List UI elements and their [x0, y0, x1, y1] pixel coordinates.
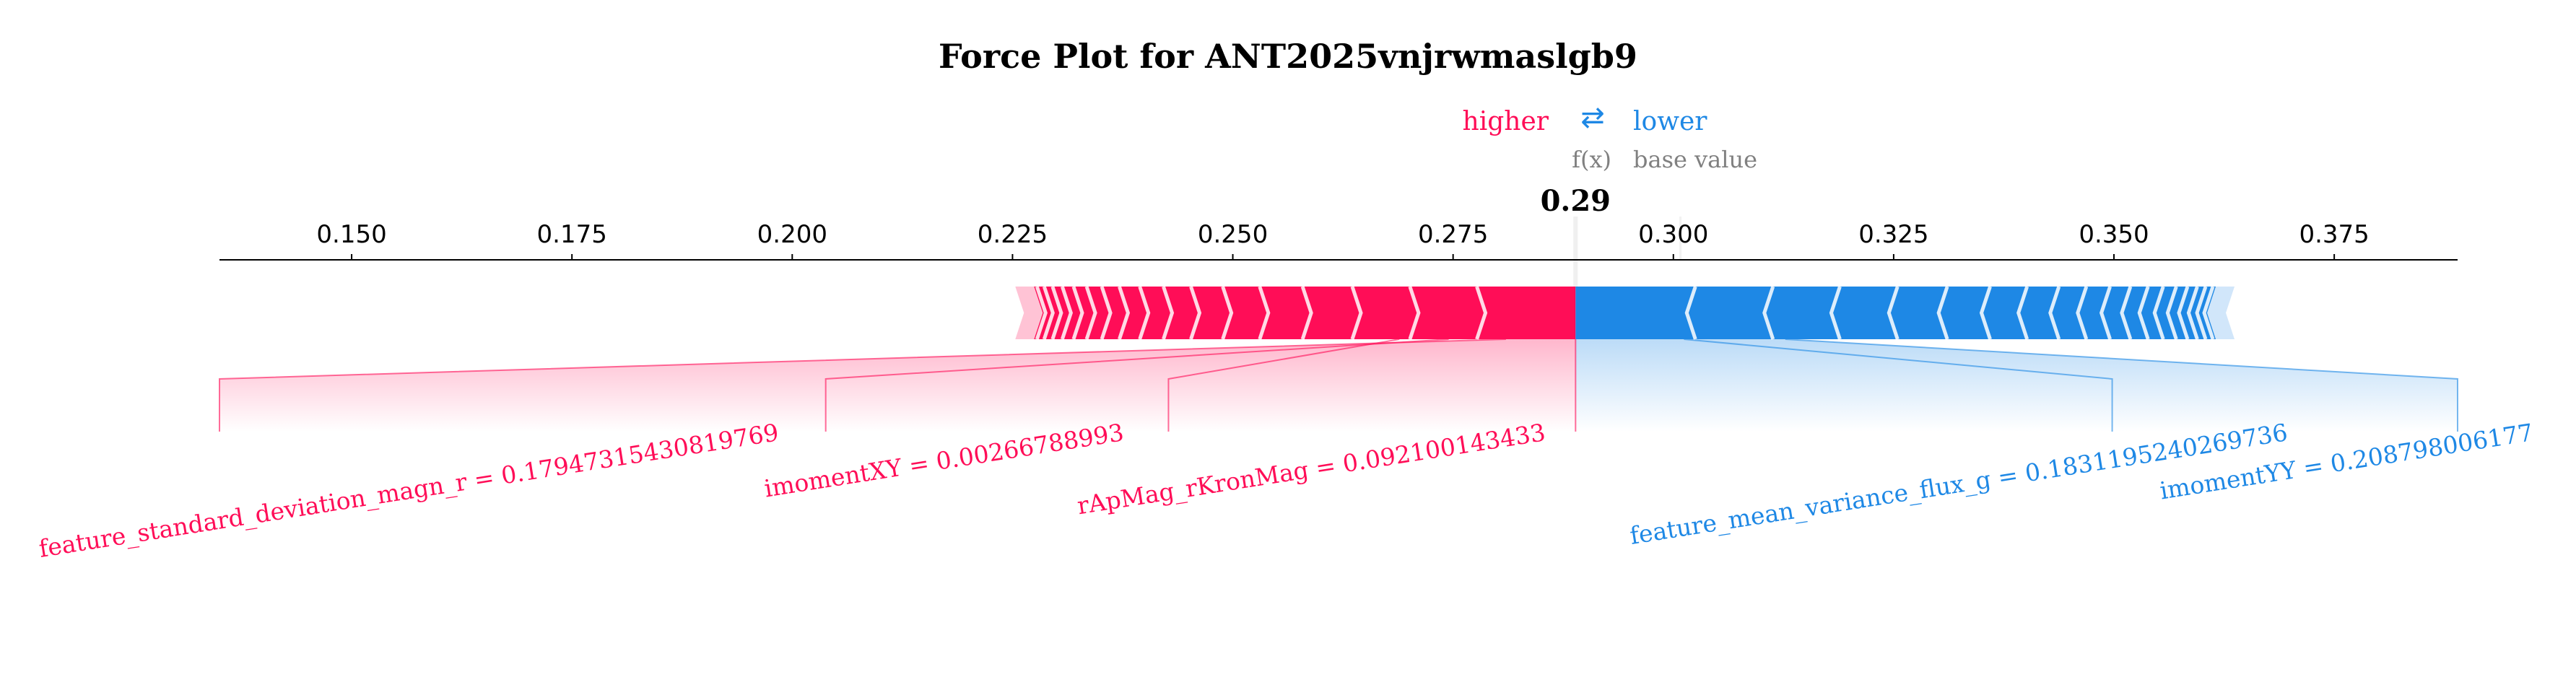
positive-chevron	[1189, 286, 1202, 340]
negative-chevron	[2195, 286, 2208, 340]
x-tick-label: 0.250	[1198, 220, 1268, 249]
x-tick-label: 0.225	[978, 220, 1048, 249]
x-tick-label: 0.150	[316, 220, 386, 249]
negative-chevron	[2202, 286, 2215, 340]
x-axis-ticks: 0.150 0.175 0.200 0.225 0.250 0.275 0.300 0.325…	[316, 220, 2370, 260]
x-tick-label: 0.275	[1418, 220, 1488, 249]
direction-arrows-icon: ⇄	[1580, 101, 1605, 134]
feature-labels: feature_standard_deviation_magn_r = 0.17…	[37, 418, 2535, 564]
legend-higher-label: higher	[1463, 107, 1549, 136]
positive-chevron	[1071, 286, 1084, 340]
positive-chevron	[1042, 286, 1055, 340]
x-tick-label: 0.325	[1858, 220, 1928, 249]
negative-chevron	[1887, 286, 1900, 340]
x-tick-label: 0.375	[2299, 220, 2369, 249]
positive-chevron	[1162, 286, 1175, 340]
feature-label: feature_standard_deviation_magn_r = 0.17…	[37, 418, 780, 564]
positive-chevron	[1300, 286, 1313, 340]
x-tick-label: 0.300	[1638, 220, 1708, 249]
feature-connector	[219, 338, 1506, 432]
negative-chevron	[2076, 286, 2089, 340]
positive-chevron	[1084, 286, 1097, 340]
positive-chevron	[1060, 286, 1073, 340]
negative-chevron	[2186, 286, 2199, 340]
negative-chevron	[1936, 286, 1949, 340]
negative-chevron	[1829, 286, 1842, 340]
positive-chevron	[1035, 286, 1048, 340]
positive-chevron	[1100, 286, 1113, 340]
negative-chevron	[1979, 286, 1992, 340]
feature-connector	[1785, 338, 2458, 432]
positive-chevron	[1221, 286, 1234, 340]
negative-chevron	[2120, 286, 2133, 340]
negative-chevron	[2137, 286, 2150, 340]
positive-chevron	[1475, 286, 1488, 340]
feature-connector	[1167, 338, 1400, 432]
x-tick-label: 0.175	[537, 220, 607, 249]
positive-chevron	[1350, 286, 1363, 340]
output-value-label: 0.29	[1541, 184, 1611, 218]
chart-title: Force Plot for ANT2025vnjrwmaslgb9	[939, 37, 1637, 76]
positive-chevron	[1408, 286, 1421, 340]
feature-connector	[824, 338, 1449, 432]
negative-chevron	[2048, 286, 2061, 340]
x-tick-label: 0.200	[757, 220, 827, 249]
negative-chevron	[2177, 286, 2190, 340]
fx-label: f(x)	[1572, 146, 1611, 173]
negative-chevron	[2152, 286, 2165, 340]
feature-label: rApMag_rKronMag = 0.092100143433	[1075, 418, 1547, 520]
negative-connector-fan	[1575, 339, 2458, 432]
feature-connector	[1684, 338, 2113, 432]
negative-chevron	[1762, 286, 1775, 340]
positive-chevron	[1050, 286, 1063, 340]
force-bars	[1015, 286, 2235, 340]
positive-chevron	[1138, 286, 1151, 340]
positive-connector-fan	[219, 339, 1576, 432]
feature-connectors	[219, 338, 2458, 432]
negative-chevron	[2016, 286, 2029, 340]
negative-chevron	[1684, 286, 1697, 340]
negative-chevron	[2099, 286, 2112, 340]
negative-chevron	[2165, 286, 2178, 340]
x-tick-label: 0.350	[2079, 220, 2149, 249]
positive-chevron	[1258, 286, 1271, 340]
arrows-glyph: ⇄	[1580, 101, 1605, 134]
positive-chevron	[1118, 286, 1131, 340]
base-value-label: base value	[1633, 146, 1757, 173]
legend-lower-label: lower	[1633, 107, 1707, 136]
